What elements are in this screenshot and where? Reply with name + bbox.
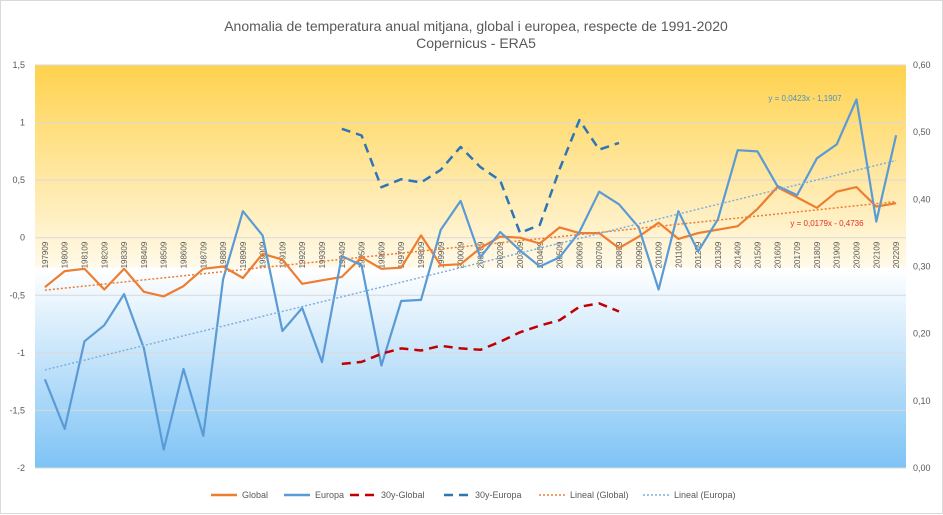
x-tick-label: 199609 [377, 241, 386, 268]
x-tick-label: 199309 [318, 241, 327, 268]
x-tick-label: 198109 [80, 241, 89, 268]
y-left-tick-label: 1,5 [12, 60, 25, 70]
chart-title: Anomalia de temperatura anual mitjana, g… [224, 18, 728, 34]
y-left-tick-label: 0 [20, 233, 25, 243]
legend-label: 30y-Europa [475, 490, 522, 500]
gridlines [35, 64, 906, 469]
x-tick-label: 198409 [140, 241, 149, 268]
x-tick-label: 199709 [397, 241, 406, 268]
x-tick-label: 200309 [516, 241, 525, 268]
x-tick-label: 200109 [476, 241, 485, 268]
y-left-tick-label: -1,5 [9, 405, 25, 415]
y-left-tick-label: -1 [17, 348, 25, 358]
axes: 1,510,50-0,5-1-1,5-20,600,500,400,300,20… [9, 60, 930, 473]
x-tick-label: 197909 [41, 241, 50, 268]
x-tick-label: 201509 [754, 241, 763, 268]
y-left-tick-label: -2 [17, 463, 25, 473]
x-tick-label: 201309 [714, 241, 723, 268]
x-tick-label: 201409 [734, 241, 743, 268]
x-tick-label: 201609 [773, 241, 782, 268]
x-tick-label: 198909 [239, 241, 248, 268]
x-tick-label: 200009 [457, 241, 466, 268]
x-tick-label: 200509 [556, 241, 565, 268]
legend-label: Europa [315, 490, 344, 500]
trendline-equations: y = 0,0179x - 0,4736 y = 0,0423x - 1,1907 [768, 94, 864, 228]
x-tick-label: 201709 [793, 241, 802, 268]
y-left-tick-label: 1 [20, 118, 25, 128]
x-tick-label: 198609 [179, 241, 188, 268]
legend-label: Global [242, 490, 268, 500]
x-tick-label: 200809 [615, 241, 624, 268]
x-tick-label: 200709 [595, 241, 604, 268]
y-right-tick-label: 0,60 [913, 60, 931, 70]
legend-label: 30y-Global [381, 490, 425, 500]
y-right-tick-label: 0,20 [913, 329, 931, 339]
x-tick-label: 202009 [853, 241, 862, 268]
y-left-tick-label: 0,5 [12, 175, 25, 185]
x-tick-label: 200909 [635, 241, 644, 268]
series-lines [43, 98, 898, 451]
chart-subtitle: Copernicus - ERA5 [416, 35, 536, 51]
x-tick-label: 200409 [536, 241, 545, 268]
y-right-tick-label: 0,40 [913, 194, 931, 204]
y-right-tick-label: 0,50 [913, 127, 931, 137]
x-tick-label: 198009 [61, 241, 70, 268]
series-line-lineal-global [44, 200, 897, 291]
plot-area-background [35, 65, 906, 468]
x-tick-label: 199809 [417, 241, 426, 268]
x-tick-label: 200609 [575, 241, 584, 268]
x-tick-label: 201209 [694, 241, 703, 268]
x-tick-label: 200209 [496, 241, 505, 268]
series-line-30y-global [341, 302, 620, 366]
x-tick-label: 202209 [892, 241, 901, 268]
x-tick-label: 201909 [833, 241, 842, 268]
trendline-equation: y = 0,0423x - 1,1907 [768, 94, 842, 103]
x-tick-label: 201809 [813, 241, 822, 268]
y-right-tick-label: 0,10 [913, 396, 931, 406]
x-tick-label: 198709 [199, 241, 208, 268]
legend: Global Europa 30y-Global 30y-Europa Lineal (… [211, 490, 736, 500]
x-tick-label: 199909 [437, 241, 446, 268]
x-tick-label: 198309 [120, 241, 129, 268]
x-tick-label: 199409 [338, 241, 347, 268]
x-tick-label: 198509 [160, 241, 169, 268]
series-line-30y-europa [341, 118, 620, 235]
x-tick-label: 202109 [872, 241, 881, 268]
x-tick-label: 199109 [278, 241, 287, 268]
y-right-tick-label: 0,00 [913, 463, 931, 473]
x-tick-label: 201109 [674, 241, 683, 268]
y-left-tick-label: -0,5 [9, 290, 25, 300]
y-right-tick-label: 0,30 [913, 262, 931, 272]
x-tick-label: 198809 [219, 241, 228, 268]
series-line-europa [43, 98, 898, 451]
x-tick-label: 199209 [298, 241, 307, 268]
legend-label: Lineal (Europa) [674, 490, 736, 500]
trendline-equation: y = 0,0179x - 0,4736 [790, 219, 864, 228]
series-line-global [44, 186, 897, 298]
x-tick-label: 199509 [358, 241, 367, 268]
legend-label: Lineal (Global) [570, 490, 629, 500]
x-tick-label: 201009 [655, 241, 664, 268]
x-tick-label: 198209 [100, 241, 109, 268]
